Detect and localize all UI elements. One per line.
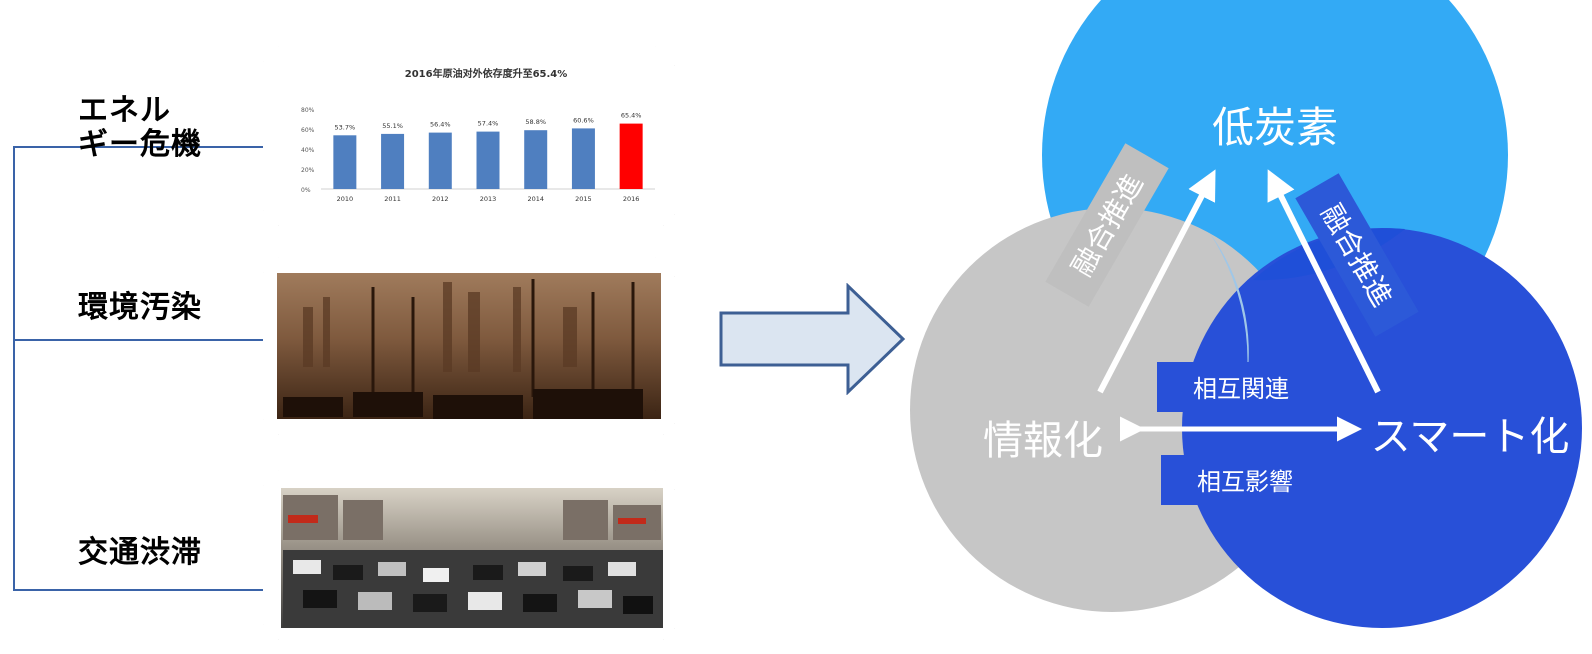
x-tick-label-2011: 2011 (384, 195, 401, 203)
issue-label-line2: ギー危機 (78, 127, 202, 162)
traffic-cars (283, 550, 663, 628)
data-label-2016: 65.4% (621, 112, 642, 120)
issue-label-line1: エネル (78, 93, 171, 128)
chart-title: 2016年原油对外依存度升至65.4% (405, 67, 568, 80)
pollution-photo (263, 257, 675, 435)
pollution-photo-card (263, 257, 675, 435)
arrow-smart-to-lowcarbon (1267, 169, 1381, 394)
traffic-jam-photo (263, 470, 675, 640)
bracket-branch-pollution (13, 339, 263, 341)
y-tick-label: 0% (301, 187, 311, 194)
traffic-photo-card (263, 470, 675, 640)
y-tick-label: 60% (301, 127, 315, 134)
data-label-2011: 55.1% (382, 122, 403, 130)
data-label-2010: 53.7% (335, 123, 356, 131)
bracket-branch-traffic (13, 589, 263, 591)
right-arrow-icon (719, 283, 906, 395)
x-tick-label-2015: 2015 (575, 195, 592, 203)
bar-2013 (477, 132, 500, 189)
buildings (283, 495, 661, 540)
data-label-2015: 60.6% (573, 116, 594, 124)
venn-circle-smart (1182, 228, 1582, 628)
x-tick-label-2014: 2014 (527, 195, 544, 203)
y-tick-label: 20% (301, 167, 315, 174)
bar-2014 (524, 130, 547, 189)
data-label-2013: 57.4% (478, 120, 499, 128)
oil-dependency-chart-card: 2016年原油对外依存度升至65.4% 0% 20% 40% 60% 80% 53.7%… (263, 46, 675, 226)
issue-label-pollution: 環境汚染 (78, 290, 202, 325)
bar-2011 (381, 134, 404, 189)
y-tick-label: 40% (301, 147, 315, 154)
y-tick-label: 80% (301, 107, 315, 114)
venn-label-low-carbon: 低炭素 (1212, 103, 1338, 152)
bar-2015 (572, 128, 595, 189)
traffic-cars (283, 389, 643, 419)
label-box-mutual-relation (1157, 362, 1325, 412)
venn-label-informatization: 情報化 (983, 418, 1103, 464)
bracket-branch-energy (13, 146, 263, 148)
arrow-info-to-lowcarbon (1097, 169, 1216, 394)
x-tick-label-2012: 2012 (432, 195, 449, 203)
venn-diagram: 融合推進 融合推進 相互関連 相互影響 低炭素 情報化 スマート化 (910, 0, 1582, 628)
x-tick-label-2010: 2010 (337, 195, 354, 203)
data-label-2014: 58.8% (525, 118, 546, 126)
factory-chimneys (303, 282, 577, 372)
venn-label-smart: スマート化 (1371, 414, 1570, 460)
bar-2012 (429, 133, 452, 189)
issue-label-energy-crisis: エネル ギー危機 (78, 94, 202, 162)
label-mutual-relation: 相互関連 (1193, 375, 1289, 403)
data-label-2012: 56.4% (430, 121, 451, 129)
x-tick-label-2013: 2013 (480, 195, 497, 203)
bar-2016 (620, 124, 643, 189)
red-signs (288, 515, 646, 524)
bracket-vertical-line (13, 146, 15, 591)
bar-2010 (333, 135, 356, 189)
label-box-mutual-influence (1161, 455, 1329, 505)
power-line-poles (373, 279, 633, 407)
oil-dependency-bar-chart: 2016年原油对外依存度升至65.4% 0% 20% 40% 60% 80% 53.7%… (263, 46, 675, 226)
x-tick-label-2016: 2016 (623, 195, 640, 203)
label-mutual-influence: 相互影響 (1197, 468, 1293, 496)
issue-label-traffic: 交通渋滞 (78, 535, 202, 570)
